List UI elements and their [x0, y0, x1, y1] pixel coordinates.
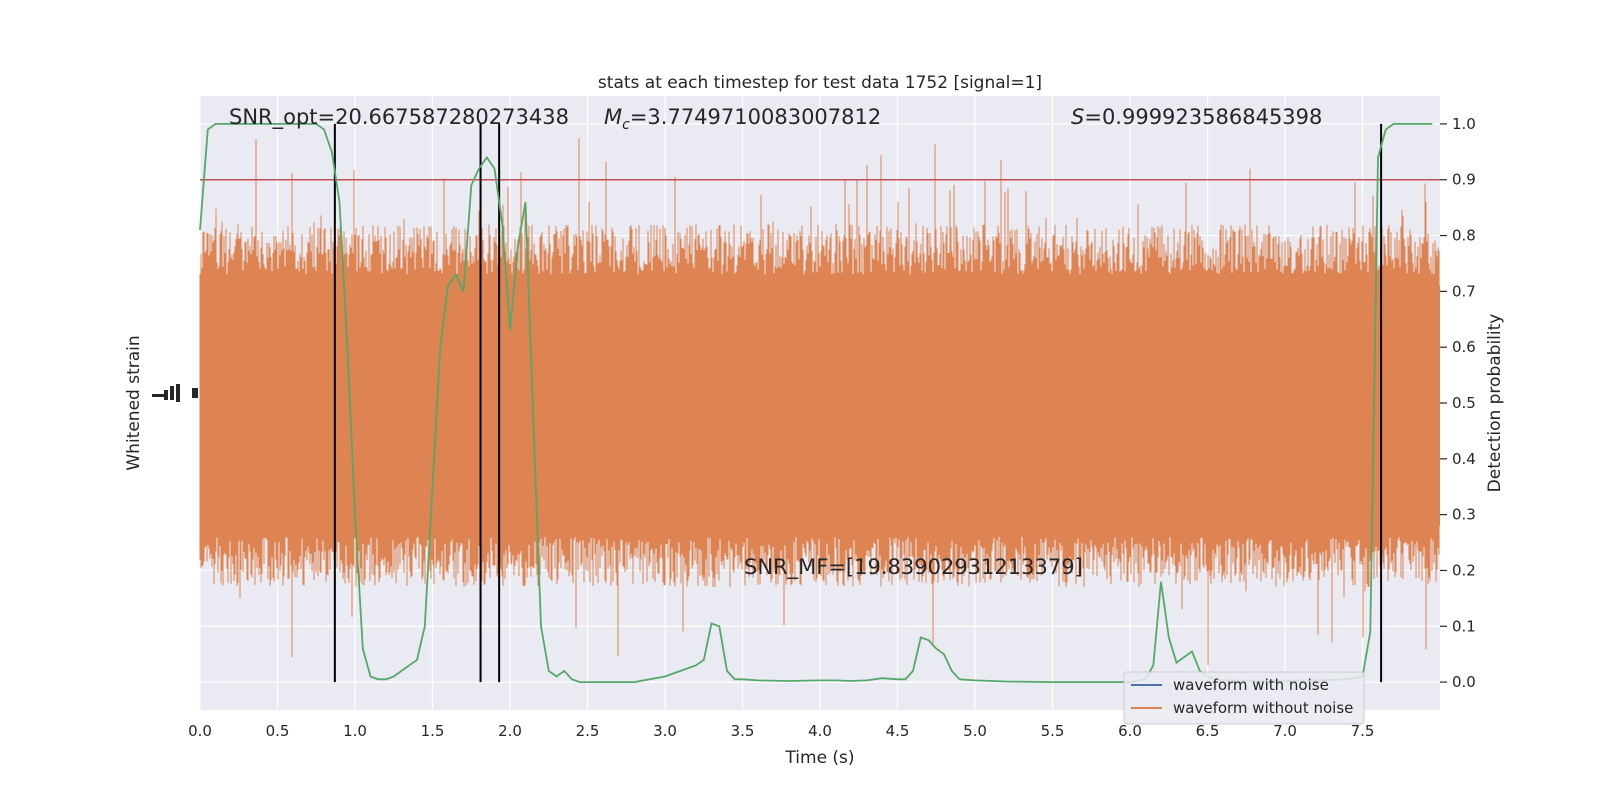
s-value: =0.999923586845398 — [1084, 105, 1322, 129]
y-tick-label: 0.7 — [1452, 282, 1476, 300]
x-tick-label: 6.5 — [1196, 722, 1220, 740]
x-tick-label: 2.0 — [498, 722, 522, 740]
x-axis-label: Time (s) — [784, 748, 854, 768]
legend: waveform with noise waveform without noi… — [1123, 671, 1365, 725]
y-tick-label: 0.0 — [1452, 673, 1476, 691]
y-tick-label: 0.9 — [1452, 171, 1476, 189]
legend-label-waveform-without-noise: waveform without noise — [1173, 699, 1353, 717]
legend-box — [1123, 671, 1365, 725]
y-tick-label: 0.1 — [1452, 617, 1476, 635]
s-symbol: S — [1071, 105, 1084, 129]
x-tick-label: 7.0 — [1273, 722, 1297, 740]
waveform-spikes — [199, 138, 1440, 666]
x-tick-label: 6.0 — [1118, 722, 1142, 740]
chart-title: stats at each timestep for test data 175… — [598, 73, 1042, 93]
waveform-without-noise-series — [199, 138, 1440, 666]
chirp-mass-symbol: M — [604, 105, 622, 129]
x-tick-label: 1.0 — [343, 722, 367, 740]
snr-mf-annotation: SNR_MF=[19.83902931213379] — [744, 555, 1083, 580]
y-tick-label: 0.8 — [1452, 227, 1476, 245]
x-tick-label: 0.5 — [266, 722, 290, 740]
y-tick-label: 0.3 — [1452, 506, 1476, 524]
x-tick-label: 5.5 — [1041, 722, 1065, 740]
y-tick-label: 1.0 — [1452, 115, 1476, 133]
x-tick-label: 3.0 — [653, 722, 677, 740]
vertical-lines — [333, 123, 1383, 683]
right-y-axis-ticks: 0.0 0.1 0.2 0.3 0.4 0.5 0.6 0.7 0.8 0.9 1.0 — [1440, 115, 1476, 691]
x-axis-ticks: 0.0 0.5 1.0 1.5 2.0 2.5 3.0 3.5 4.0 4.5 5.0 5.5 6.0 6… — [188, 722, 1374, 740]
left-y-axis-label: Whitened strain — [124, 335, 144, 470]
chirp-mass-value: =3.7749710083007812 — [630, 105, 881, 129]
s-annotation: S=0.999923586845398 — [1071, 105, 1322, 129]
x-tick-label: 1.5 — [421, 722, 445, 740]
x-tick-label: 4.0 — [808, 722, 832, 740]
snr-opt-annotation: SNR_opt=20.667587280273438 — [229, 105, 569, 130]
y-tick-label: 0.6 — [1452, 338, 1476, 356]
chirp-mass-subscript: c — [622, 117, 630, 133]
y-tick-label: 0.5 — [1452, 394, 1476, 412]
x-tick-label: 4.5 — [886, 722, 910, 740]
x-tick-label: 2.5 — [576, 722, 600, 740]
chirp-mass-annotation: Mc=3.7749710083007812 — [604, 105, 881, 133]
y-tick-label: 0.4 — [1452, 450, 1476, 468]
x-tick-label: 7.5 — [1351, 722, 1375, 740]
y-tick-label: 0.2 — [1452, 561, 1476, 579]
x-tick-label: 3.5 — [731, 722, 755, 740]
left-axis-tick-marks — [152, 384, 198, 402]
x-tick-label: 5.0 — [963, 722, 987, 740]
right-y-axis-label: Detection probability — [1485, 314, 1505, 493]
detection-probability-line — [199, 123, 1433, 683]
x-tick-label: 0.0 — [188, 722, 212, 740]
legend-label-waveform-with-noise: waveform with noise — [1173, 676, 1329, 694]
